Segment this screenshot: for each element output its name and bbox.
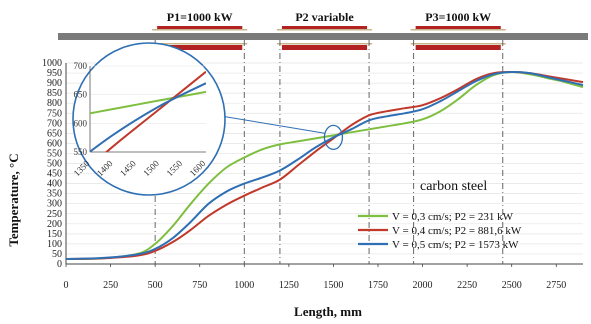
inset-series-line-3: [90, 82, 206, 152]
heater-top-rail: [152, 29, 248, 31]
zoom-marker: [323, 124, 344, 151]
inset-circle: [72, 42, 226, 196]
y-tick-label: 500: [47, 159, 62, 170]
x-tick-label: 500: [148, 280, 163, 291]
x-tick-label: 1500: [323, 280, 343, 291]
x-tick-label: 250: [103, 280, 118, 291]
material-annotation: carbon steel: [420, 179, 487, 194]
heater-label: P1=1000 kW: [167, 10, 233, 24]
x-tick-label: 1750: [368, 280, 388, 291]
heater-label: P2 variable: [295, 10, 354, 24]
heater-bands: P1=1000 kW P2 variable P3=1000 kW: [152, 10, 506, 50]
y-tick-label: 900: [47, 78, 62, 89]
heater-top-bar: [281, 26, 368, 29]
inset-series-line-1: [90, 90, 206, 115]
legend-label: V = 0,5 cm/s; P2 = 1573 kW: [392, 239, 519, 251]
y-tick-label: 250: [47, 209, 62, 220]
y-tick-label: 150: [47, 229, 62, 240]
y-tick-label: 550: [47, 148, 62, 159]
y-tick-label: 400: [47, 179, 62, 190]
inset-y-tick-label: 600: [74, 118, 88, 128]
y-tick-label: 300: [47, 199, 62, 210]
y-tick-label: 950: [47, 68, 62, 79]
x-tick-label: 2750: [546, 280, 566, 291]
zoom-connector: [220, 115, 326, 134]
x-tick-label: 750: [192, 280, 207, 291]
inset-y-tick-label: 650: [74, 90, 88, 100]
heater-label: P3=1000 kW: [425, 10, 491, 24]
y-tick-label: 450: [47, 169, 62, 180]
x-tick-label: 1000: [234, 280, 254, 291]
y-tick-label: 600: [47, 138, 62, 149]
y-tick-label: 1000: [42, 58, 62, 69]
heater-top-rail: [410, 29, 506, 31]
inset-y-tick-label: 700: [74, 61, 88, 71]
y-tick-label: 50: [52, 249, 62, 260]
x-tick-label: 2250: [457, 280, 477, 291]
x-tick-label: 1250: [279, 280, 299, 291]
y-tick-label: 750: [47, 108, 62, 119]
inset-y-tick-label: 550: [74, 147, 88, 157]
x-tick-label: 2000: [413, 280, 433, 291]
x-tick-label: 0: [64, 280, 69, 291]
legend-label: V = 0,3 cm/s; P2 = 231 kW: [392, 211, 514, 223]
heater-bottom-bar: [157, 45, 243, 50]
x-tick-label: 2500: [502, 280, 522, 291]
y-tick-label: 700: [47, 118, 62, 129]
legend: V = 0,3 cm/s; P2 = 231 kW V = 0,4 cm/s; P…: [358, 211, 522, 251]
y-tick-label: 850: [47, 88, 62, 99]
y-axis-label: Temperature, °C: [6, 153, 21, 246]
inset-series-line-2: [104, 70, 206, 152]
heater-bottom-bar: [281, 45, 368, 50]
legend-label: V = 0,4 cm/s; P2 = 881,6 kW: [392, 225, 522, 237]
heater-bottom-rail: [410, 43, 506, 45]
y-tick-label: 200: [47, 219, 62, 230]
heater-bottom-bar: [415, 45, 501, 50]
y-tick-label: 800: [47, 98, 62, 109]
heater-top-bar: [415, 26, 501, 29]
heater-bottom-rail: [276, 43, 373, 45]
heater-top-rail: [276, 29, 373, 31]
heater-top-bar: [157, 26, 243, 29]
y-tick-label: 0: [57, 259, 62, 270]
furnace-bar: [58, 33, 588, 40]
heater-bottom-rail: [152, 43, 248, 45]
x-axis-label: Length, mm: [294, 304, 362, 319]
y-tick-label: 100: [47, 239, 62, 250]
y-tick-label: 350: [47, 189, 62, 200]
y-tick-label: 650: [47, 128, 62, 139]
